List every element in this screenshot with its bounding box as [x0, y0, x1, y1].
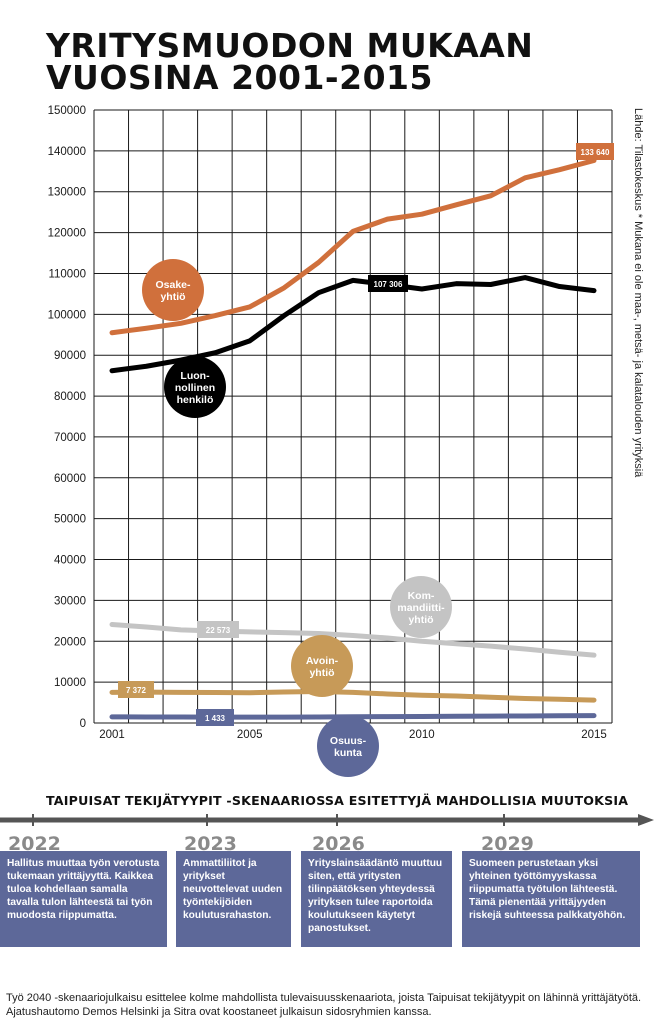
y-tick-label: 0: [80, 718, 86, 730]
value-label-1: 107 306: [368, 275, 408, 292]
value-label-0: 133 640: [576, 143, 614, 160]
series-line-2: [109, 622, 597, 658]
timeline-card-2023: Ammattiliitot ja yritykset neuvottelevat…: [176, 851, 291, 947]
y-tick-label: 150000: [48, 105, 86, 117]
value-label-text: 22 573: [206, 626, 231, 635]
y-tick-label: 120000: [48, 228, 86, 240]
bubble-circle: [164, 356, 226, 418]
y-tick-label: 50000: [54, 514, 86, 526]
timeline-axis: [0, 814, 654, 826]
y-tick-label: 10000: [54, 677, 86, 689]
bubble-text: kunta: [334, 747, 362, 759]
timeline-arrow-icon: [638, 814, 654, 826]
series-line-3: [109, 689, 597, 703]
line-chart: 1500001400001300001200001100001000009000…: [48, 105, 614, 777]
bubble-text: mandiitti-: [397, 602, 445, 614]
bubble-text: yhtiö: [160, 291, 185, 303]
timeline-card-2022: Hallitus muuttaa työn verotusta tukemaan…: [0, 851, 167, 947]
series-bubble-4: Osuus-kunta: [317, 715, 379, 777]
title-line-1: YRITYSMUODON MUKAAN: [46, 26, 534, 65]
bubble-text: yhtiö: [309, 667, 334, 679]
value-label-box: [118, 681, 154, 698]
timeline-year-2026: 2026: [312, 833, 365, 855]
x-tick-label: 2001: [99, 729, 125, 741]
bubble-circle: [291, 635, 353, 697]
y-tick-label: 40000: [54, 555, 86, 567]
value-label-2: 22 573: [197, 621, 239, 638]
footer-note: Työ 2040 -skenaariojulkaisu esittelee ko…: [6, 992, 642, 1018]
y-tick-label: 30000: [54, 595, 86, 607]
timeline-year-2029: 2029: [481, 833, 534, 855]
value-label-box: [368, 275, 408, 292]
timeline-year-2022: 2022: [8, 833, 61, 855]
timeline-card-2026: Yrityslainsäädäntö muuttuu siten, että y…: [301, 851, 452, 947]
y-tick-label: 70000: [54, 432, 86, 444]
value-label-box: [197, 621, 239, 638]
bubble-circle: [142, 259, 204, 321]
series-line-0: [109, 158, 597, 336]
bubble-text: yhtiö: [408, 614, 433, 626]
value-label-box: [576, 143, 614, 160]
bubble-text: Osuus-: [330, 735, 367, 747]
x-tick-label: 2015: [581, 729, 607, 741]
value-label-text: 133 640: [581, 148, 610, 157]
y-tick-label: 110000: [48, 268, 86, 280]
value-label-box: [196, 709, 234, 726]
timeline-heading: TAIPUISAT TEKIJÄTYYPIT -SKENAARIOSSA ESI…: [46, 793, 629, 808]
value-label-text: 7 372: [126, 686, 147, 695]
bubble-text: Kom-: [408, 590, 435, 602]
y-tick-label: 20000: [54, 636, 86, 648]
value-label-text: 107 306: [374, 280, 403, 289]
series-bubble-3: Avoin-yhtiö: [291, 635, 353, 697]
bubble-text: nollinen: [175, 382, 215, 394]
x-tick-label: 2010: [409, 729, 435, 741]
title-line-2: VUOSINA 2001-2015: [46, 58, 433, 97]
bubble-circle: [390, 576, 452, 638]
series-bubble-2: Kom-mandiitti-yhtiö: [390, 576, 452, 638]
source-note: Lähde: Tilastokeskus * Mukana ei ole maa…: [632, 108, 644, 478]
bubble-text: henkilö: [177, 394, 214, 406]
timeline-year-2023: 2023: [184, 833, 237, 855]
timeline-card-2029: Suomeen perustetaan yksi yhteinen työttö…: [462, 851, 640, 947]
y-tick-label: 140000: [48, 146, 86, 158]
series-bubble-0: Osake-yhtiö: [142, 259, 204, 321]
y-tick-label: 90000: [54, 350, 86, 362]
chart-title: YRITYSMUODON MUKAAN VUOSINA 2001-2015: [46, 26, 534, 97]
y-tick-label: 100000: [48, 309, 86, 321]
y-tick-label: 80000: [54, 391, 86, 403]
x-tick-label: 2005: [237, 729, 263, 741]
y-tick-label: 130000: [48, 187, 86, 199]
bubble-text: Osake-: [155, 279, 191, 291]
value-label-3: 7 372: [118, 681, 154, 698]
bubble-circle: [317, 715, 379, 777]
bubble-text: Avoin-: [306, 655, 339, 667]
bubble-text: Luon-: [180, 370, 210, 382]
value-label-text: 1 433: [205, 714, 226, 723]
value-label-4: 1 433: [196, 709, 234, 726]
y-tick-label: 60000: [54, 473, 86, 485]
